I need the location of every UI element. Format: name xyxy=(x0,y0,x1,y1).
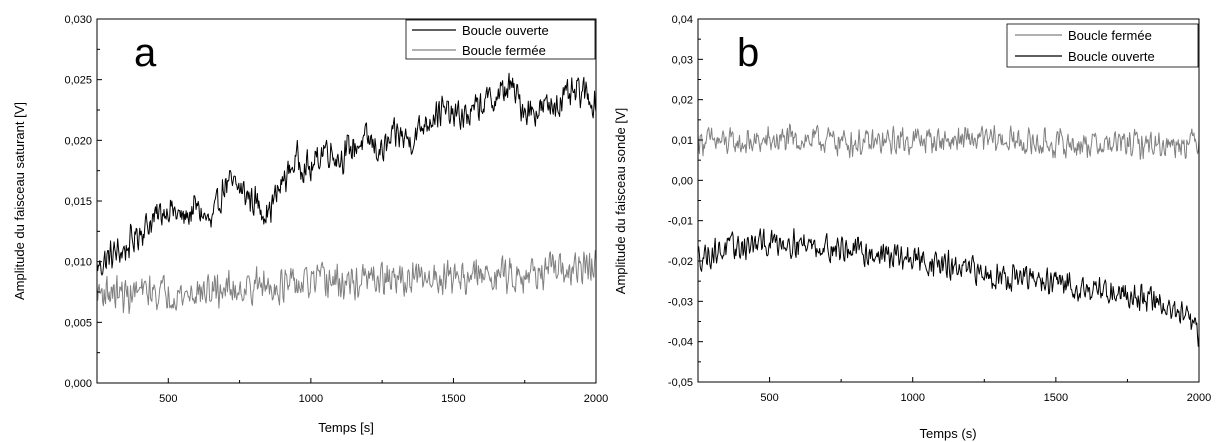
panel-b-legend-label-2: Boucle ouverte xyxy=(1068,49,1155,64)
panel-a-legend-label-1: Boucle ouverte xyxy=(462,23,549,38)
panel-b-frame xyxy=(697,18,1200,383)
panel-b-y-tick-label: -0,04 xyxy=(668,337,693,349)
panel-a-legend-label-2: Boucle fermée xyxy=(462,43,546,58)
panel-b-letter: b xyxy=(737,31,759,75)
panel-a-y-ticks: 0,000 0,005 0,010 0,015 0,020 0,025 0,030 xyxy=(64,14,102,390)
panel-a-x-tick-label: 500 xyxy=(159,393,177,405)
panel-a-y-tick-label: 0,010 xyxy=(64,257,92,269)
panel-a-x-ticks: 500 1000 1500 2000 xyxy=(96,378,608,405)
panel-b-y-tick-label: 0,04 xyxy=(672,14,693,26)
panel-a-x-tick-label: 2000 xyxy=(584,393,608,405)
panel-b-y-tick-label: -0,02 xyxy=(668,256,693,268)
panel-b-legend-box xyxy=(1006,23,1199,68)
panel-b-series-line-2 xyxy=(697,228,1200,347)
panel-b: 500 1000 1500 2000 -0,05-0,04-0,03-0,02-0,0… xyxy=(613,14,1211,441)
panel-b-x-ticks: 500 1000 1500 2000 xyxy=(697,377,1211,404)
panel-b-y-tick-label: -0,01 xyxy=(668,216,693,228)
panel-a-y-tick-label: 0,025 xyxy=(64,75,92,87)
panel-b-series-group xyxy=(697,123,1200,347)
panel-a-y-tick-label: 0,005 xyxy=(64,317,92,329)
panel-a-y-tick-label: 0,030 xyxy=(64,14,92,26)
panel-b-x-tick-label: 2000 xyxy=(1187,392,1211,404)
panel-a-x-tick-label: 1000 xyxy=(299,393,323,405)
panel-a-x-title: Temps [s] xyxy=(318,420,374,435)
panel-b-y-tick-label: -0,03 xyxy=(668,296,693,308)
panel-a-y-tick-label: 0,020 xyxy=(64,135,92,147)
panel-a-y-title: Amplitude du faisceau saturant [V] xyxy=(12,102,27,300)
panel-a-legend-box xyxy=(405,19,596,60)
panel-b-series-line-1 xyxy=(697,123,1200,160)
panel-b-legend: Boucle fermée Boucle ouverte xyxy=(1006,23,1199,68)
panel-a-legend: Boucle ouverte Boucle fermée xyxy=(405,19,596,60)
panel-b-y-title: Amplitude du faisceau sonde [V] xyxy=(613,108,628,294)
panel-b-x-tick-label: 1000 xyxy=(900,392,924,404)
panel-b-y-ticks: -0,05 -0,04 -0,03 -0,02 -0,01 0,00 0,01 0,02 0,0… xyxy=(668,14,703,389)
panel-a-y-tick-label: 0,015 xyxy=(64,196,92,208)
panel-b-y-tick-label: 0,02 xyxy=(672,95,693,107)
panel-b-y-tick-label: 0,01 xyxy=(672,135,693,147)
panel-b-x-tick-label: 500 xyxy=(760,392,778,404)
panel-b-x-tick-label: 1500 xyxy=(1044,392,1068,404)
panel-a-y-tick-label: 0,000 xyxy=(64,378,92,390)
panel-b-x-title: Temps (s) xyxy=(919,426,976,441)
panel-b-y-tick-label: 0,00 xyxy=(672,175,693,187)
panel-a-series-line-2 xyxy=(96,249,597,315)
panel-a-x-tick-label: 1500 xyxy=(441,393,465,405)
panel-b-legend-label-1: Boucle fermée xyxy=(1068,28,1152,43)
panel-a: 500 1000 1500 2000 0,000 0,005 0,010 0,015 0,02… xyxy=(12,14,608,435)
panel-a-series-line-1 xyxy=(96,72,597,276)
panel-b-y-tick-label: 0,03 xyxy=(672,54,693,66)
panel-b-y-tick-label: -0,05 xyxy=(668,377,693,389)
panel-a-letter: a xyxy=(134,31,157,75)
panel-a-series-group xyxy=(96,72,597,315)
